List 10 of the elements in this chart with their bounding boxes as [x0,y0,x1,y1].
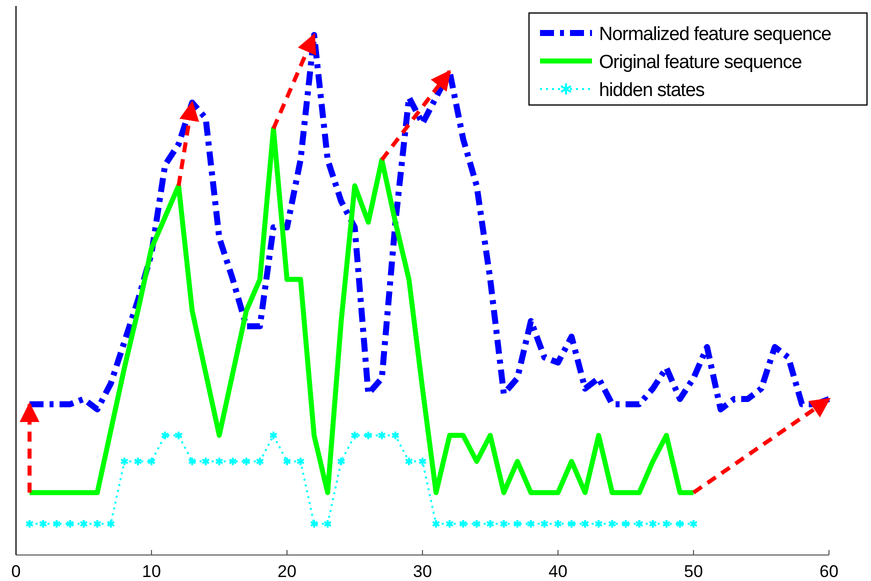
x-tick-label: 10 [142,562,161,581]
x-tick-label: 0 [11,562,21,581]
x-tick-label: 40 [548,562,568,581]
x-tick-label: 50 [684,562,703,581]
x-tick-label: 20 [278,562,296,581]
legend-label: Original feature sequence [599,52,802,73]
legend-label: hidden states [599,80,704,101]
x-tick-label: 30 [413,562,432,581]
legend-label: Normalized feature sequence [599,24,832,45]
x-tick-label: 60 [820,562,838,581]
